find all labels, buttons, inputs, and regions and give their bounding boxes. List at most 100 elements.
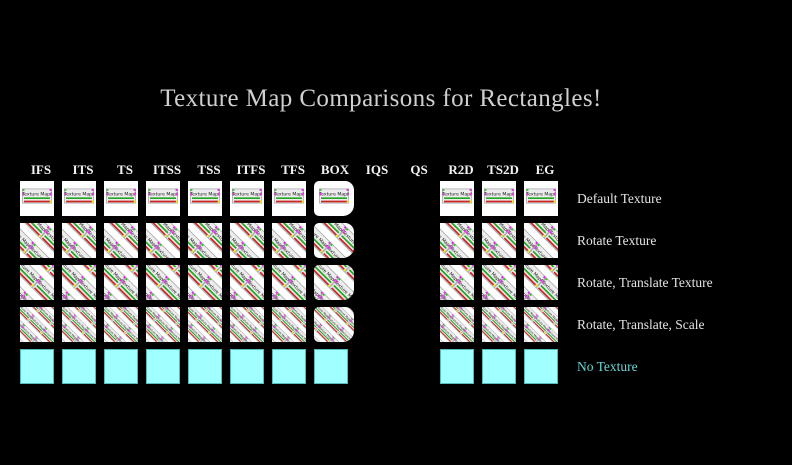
texture-tile-rotate-translate-scale (104, 307, 138, 342)
texture-tile-rotate-translate (524, 265, 558, 300)
no-texture-tile (440, 349, 474, 384)
texture-tile-default (104, 181, 138, 216)
texture-tile-default (440, 181, 474, 216)
column-header-its: ITS (72, 162, 94, 177)
no-texture-tile (62, 349, 96, 384)
texture-tile-default (62, 181, 96, 216)
grid-cell-itfs (230, 349, 272, 391)
grid-cell-ts (104, 181, 146, 223)
row-label: Rotate, Translate, Scale (577, 317, 705, 332)
no-texture-tile (20, 349, 54, 384)
texture-tile-rotate (230, 223, 264, 258)
grid-cell-eg (524, 181, 566, 223)
grid-cell-ifs (20, 307, 62, 349)
grid-cell-ts2d (482, 223, 524, 265)
texture-tile-default (20, 181, 54, 216)
texture-tile-rotate (272, 223, 306, 258)
texture-tile-rotate (146, 223, 180, 258)
grid-cell-its (62, 223, 104, 265)
texture-tile-default (524, 181, 558, 216)
texture-tile-rotate-translate (314, 265, 354, 300)
grid-cell-box (314, 181, 356, 223)
grid-cell-eg (524, 223, 566, 265)
grid-cell-tss (188, 349, 230, 391)
column-header-ifs: IFS (30, 162, 52, 177)
grid-cell-tfs (272, 223, 314, 265)
texture-tile-rotate (314, 223, 354, 258)
texture-tile-rotate-translate-scale (62, 307, 96, 342)
texture-tile-rotate-translate (146, 265, 180, 300)
grid-cell-ifs (20, 223, 62, 265)
grid-cell-ts (104, 349, 146, 391)
grid-cell-tfs (272, 181, 314, 223)
texture-tile-rotate-translate (188, 265, 222, 300)
grid-cell-eg (524, 265, 566, 307)
texture-tile-rotate-translate-scale (272, 307, 306, 342)
texture-tile-rotate (20, 223, 54, 258)
grid-cell-its (62, 307, 104, 349)
texture-tile-rotate (62, 223, 96, 258)
page-title: Texture Map Comparisons for Rectangles! (160, 85, 602, 112)
texture-tile-rotate-translate (440, 265, 474, 300)
grid-cell-box (314, 265, 356, 307)
texture-tile-rotate-translate (62, 265, 96, 300)
grid-cell-tss (188, 223, 230, 265)
texture-tile-default (230, 181, 264, 216)
grid-cell-ifs (20, 265, 62, 307)
grid-cell-ifs (20, 349, 62, 391)
grid-cell-its (62, 349, 104, 391)
grid-cell-r2d (440, 181, 482, 223)
grid-cell-ifs (20, 181, 62, 223)
grid-cell-itfs (230, 223, 272, 265)
grid-cell-its (62, 265, 104, 307)
grid-cell-r2d (440, 307, 482, 349)
column-header-qs: QS (410, 162, 428, 177)
grid-cell-r2d (440, 223, 482, 265)
grid-cell-itss (146, 223, 188, 265)
grid-cell-ts (104, 223, 146, 265)
grid-cell-tss (188, 307, 230, 349)
texture-tile-rotate (440, 223, 474, 258)
texture-tile-default (314, 181, 354, 216)
column-header-tfs: TFS (281, 162, 305, 177)
column-header-tss: TSS (197, 162, 221, 177)
column-header-ts2d: TS2D (487, 162, 519, 177)
comparison-grid: IFS ITS TS ITSS TSS ITFS TFS BOX IQS QS R2D TS2D EG D… (20, 162, 713, 391)
texture-tile-rotate-translate (104, 265, 138, 300)
grid-cell-box (314, 349, 356, 391)
texture-tile-rotate-translate-scale (20, 307, 54, 342)
grid-cell-ts2d (482, 265, 524, 307)
grid-cell-tss (188, 265, 230, 307)
texture-tile-default (272, 181, 306, 216)
grid-cell-ts (104, 265, 146, 307)
texture-tile-rotate (188, 223, 222, 258)
texture-tile-rotate-translate (20, 265, 54, 300)
column-header-r2d: R2D (448, 162, 474, 177)
row-label: No Texture (577, 359, 638, 374)
column-header-iqs: IQS (365, 162, 389, 177)
row-label: Rotate, Translate Texture (577, 275, 713, 290)
no-texture-tile (188, 349, 222, 384)
no-texture-tile (524, 349, 558, 384)
grid-cell-ts (104, 307, 146, 349)
no-texture-tile (146, 349, 180, 384)
grid-cell-itss (146, 349, 188, 391)
grid-cell-tfs (272, 265, 314, 307)
column-header-itss: ITSS (152, 162, 182, 177)
grid-cell-ts2d (482, 181, 524, 223)
grid-cell-itss (146, 265, 188, 307)
column-header-box: BOX (320, 162, 350, 177)
grid-cell-eg (524, 349, 566, 391)
texture-tile-rotate-translate (482, 265, 516, 300)
grid-cell-itss (146, 181, 188, 223)
texture-tile-rotate-translate-scale (230, 307, 264, 342)
no-texture-tile (104, 349, 138, 384)
grid-cell-eg (524, 307, 566, 349)
grid-cell-its (62, 181, 104, 223)
column-header-ts: TS (117, 162, 133, 177)
texture-tile-rotate-translate-scale (482, 307, 516, 342)
texture-tile-rotate-translate-scale (188, 307, 222, 342)
no-texture-tile (230, 349, 264, 384)
grid-cell-r2d (440, 265, 482, 307)
